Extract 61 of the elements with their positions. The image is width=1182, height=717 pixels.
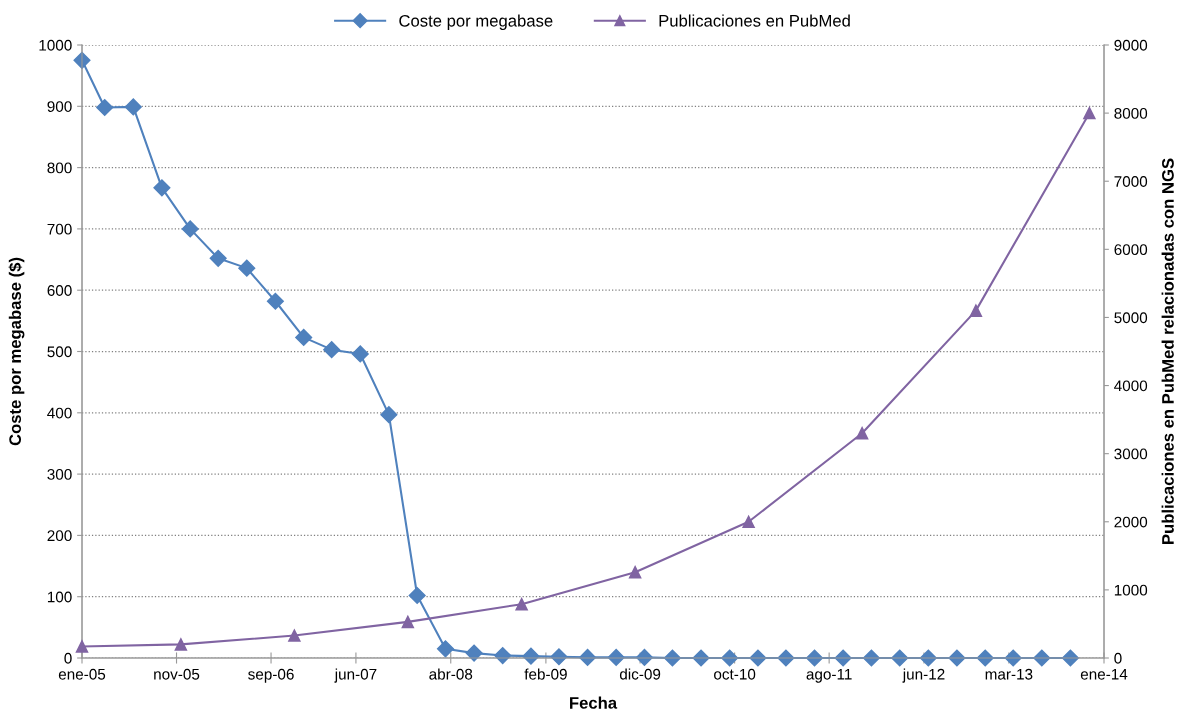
y2-tick-label: 7000 bbox=[1114, 176, 1148, 187]
y2-tick-label: 9000 bbox=[1114, 39, 1148, 51]
x-tick-label: jun-07 bbox=[334, 668, 377, 683]
y2-axis-title: Publicaciones en PubMed relacionadas con NGS bbox=[1161, 158, 1174, 544]
y2-tick-label: 8000 bbox=[1114, 107, 1148, 119]
y-tick-label: 800 bbox=[47, 162, 72, 174]
point bbox=[174, 638, 188, 651]
y-tick-label: 200 bbox=[47, 530, 72, 542]
x-tick-label: dic-09 bbox=[619, 668, 661, 680]
y2-tick-label: 2000 bbox=[1114, 516, 1148, 528]
point bbox=[124, 98, 142, 116]
point bbox=[238, 259, 256, 277]
point bbox=[96, 98, 114, 117]
point bbox=[380, 406, 398, 424]
y2-tick-label: 4000 bbox=[1114, 380, 1148, 392]
y-tick-label: 500 bbox=[47, 346, 72, 358]
point bbox=[75, 640, 89, 653]
y-tick-label: 300 bbox=[47, 468, 72, 480]
x-tick-label: ene-14 bbox=[1080, 668, 1128, 680]
x-tick-label: sep-06 bbox=[248, 668, 294, 683]
x-tick-label: abr-08 bbox=[429, 668, 473, 680]
point bbox=[351, 345, 369, 363]
y-tick-label: 600 bbox=[47, 285, 72, 296]
point bbox=[153, 179, 171, 197]
x-tick-label: oct-10 bbox=[714, 668, 756, 680]
x-tick-label: nov-05 bbox=[154, 668, 200, 680]
point bbox=[969, 304, 983, 317]
legend-label: Coste por megabase bbox=[399, 14, 553, 30]
point bbox=[266, 292, 284, 310]
y-tick-label: 400 bbox=[47, 407, 72, 419]
y-tick-label: 1000 bbox=[39, 39, 72, 51]
y2-tick-label: 6000 bbox=[1114, 244, 1148, 256]
x-tick-label: ene-05 bbox=[58, 668, 106, 680]
y2-tick-label: 5000 bbox=[1114, 312, 1148, 324]
point bbox=[742, 515, 755, 529]
point bbox=[408, 586, 426, 605]
point bbox=[628, 565, 642, 579]
point bbox=[1083, 106, 1096, 120]
y2-tick-label: 1000 bbox=[1114, 584, 1148, 596]
y-tick-label: 700 bbox=[47, 223, 72, 235]
point bbox=[436, 640, 455, 658]
y-tick-label: 100 bbox=[47, 591, 72, 603]
x-tick-label: feb-09 bbox=[524, 668, 567, 680]
x-tick-label: jun-12 bbox=[902, 668, 945, 683]
y2-tick-label: 3000 bbox=[1114, 448, 1148, 460]
x-axis-title: Fecha bbox=[570, 696, 618, 709]
y-tick-label: 0 bbox=[64, 652, 72, 664]
point bbox=[515, 597, 528, 611]
point bbox=[855, 426, 869, 440]
point bbox=[323, 341, 341, 359]
x-tick-label: mar-13 bbox=[985, 668, 1033, 680]
y2-tick-label: 0 bbox=[1114, 652, 1122, 664]
y-tick-label: 900 bbox=[47, 101, 72, 112]
point bbox=[209, 249, 227, 267]
legend-label: Publicaciones en PubMed bbox=[659, 14, 850, 27]
point bbox=[295, 328, 313, 346]
x-tick-label: ago-11 bbox=[806, 668, 852, 683]
point bbox=[288, 629, 301, 642]
y-axis-title: Coste por megabase ($) bbox=[8, 257, 25, 446]
point bbox=[181, 220, 199, 238]
point bbox=[401, 615, 415, 629]
